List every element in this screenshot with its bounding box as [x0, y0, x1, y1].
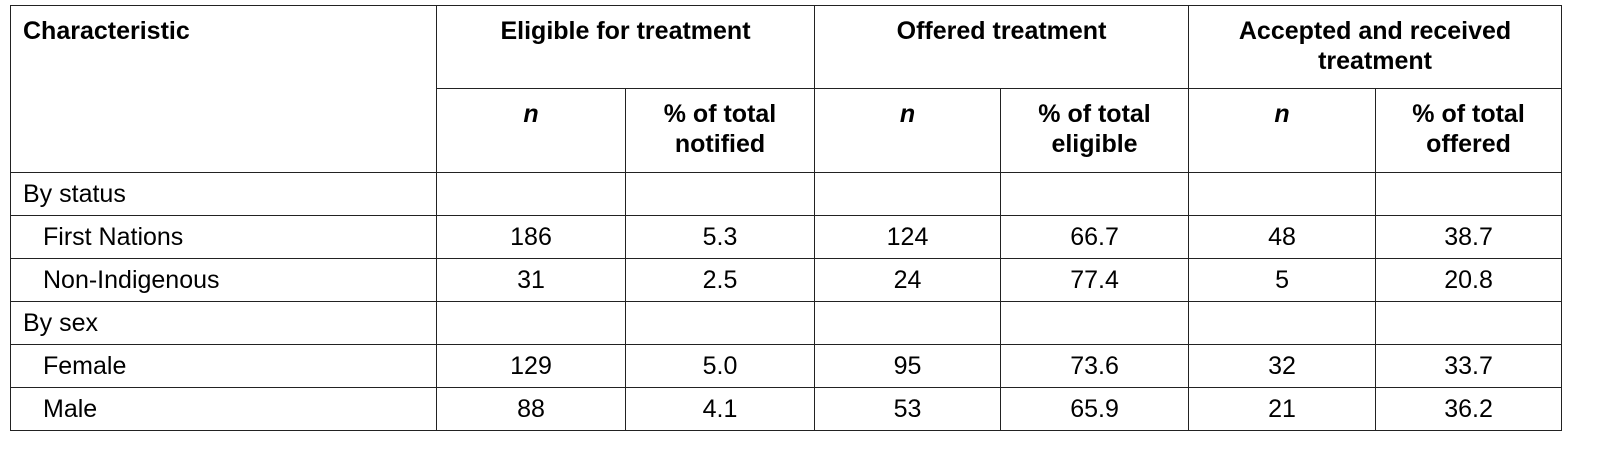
sub-header: n — [1188, 88, 1377, 173]
cell: 36.2 — [1375, 387, 1563, 431]
group-header: Eligible for treatment — [435, 5, 816, 89]
section-row: By sex — [10, 301, 1563, 345]
cell: 5.0 — [624, 344, 816, 388]
header-row: Characteristic Eligible for treatment Off… — [10, 5, 1563, 173]
cell: 129 — [436, 344, 626, 388]
section-row: By status — [10, 172, 1563, 216]
data-row: Female 129 5.0 95 73.6 32 33.7 — [10, 344, 1563, 388]
data-table: Characteristic Eligible for treatment Off… — [10, 5, 1563, 431]
cell: 21 — [1188, 387, 1377, 431]
row-label: Non-Indigenous — [10, 258, 437, 302]
cell: 77.4 — [1000, 258, 1190, 302]
cell: 5 — [1188, 258, 1377, 302]
header-row: n% of total notified n% of total eligible… — [11, 88, 1563, 173]
row-label: First Nations — [10, 215, 437, 259]
table-body: By status First Nations 186 5.3 124 66.7 48 38.… — [10, 172, 1563, 431]
cell: 32 — [1188, 344, 1377, 388]
cell: 65.9 — [1000, 387, 1190, 431]
header-cell: Characteristic — [10, 5, 437, 173]
cell: 95 — [814, 344, 1002, 388]
empty-cell — [1375, 172, 1563, 216]
cell: 24 — [814, 258, 1002, 302]
empty-cell — [1000, 301, 1190, 345]
row-label: Female — [10, 344, 437, 388]
empty-cell — [1188, 301, 1377, 345]
cell: 53 — [814, 387, 1002, 431]
data-row: First Nations 186 5.3 124 66.7 48 38.7 — [10, 215, 1563, 259]
cell: 48 — [1188, 215, 1377, 259]
empty-cell — [1188, 172, 1377, 216]
cell: 124 — [814, 215, 1002, 259]
cell: 5.3 — [624, 215, 816, 259]
section-label: By sex — [10, 301, 437, 345]
row-label: Male — [10, 387, 437, 431]
group-header: Accepted and received treatment — [1188, 5, 1563, 89]
sub-header: n — [814, 88, 1002, 173]
cell: 66.7 — [1000, 215, 1190, 259]
empty-cell — [624, 301, 816, 345]
cell: 88 — [436, 387, 626, 431]
empty-cell — [624, 172, 816, 216]
empty-cell — [436, 301, 626, 345]
cell: 31 — [436, 258, 626, 302]
cell: 4.1 — [624, 387, 816, 431]
empty-cell — [814, 172, 1002, 216]
sub-header: % of total notified — [624, 88, 816, 173]
cell: 186 — [436, 215, 626, 259]
empty-cell — [436, 172, 626, 216]
sub-header: % of total eligible — [1000, 88, 1190, 173]
section-label: By status — [10, 172, 437, 216]
empty-cell — [814, 301, 1002, 345]
group-header: Offered treatment — [814, 5, 1190, 89]
cell: 38.7 — [1375, 215, 1563, 259]
empty-cell — [1375, 301, 1563, 345]
data-row: Male 88 4.1 53 65.9 21 36.2 — [10, 387, 1563, 431]
empty-cell — [1000, 172, 1190, 216]
sub-header: n — [436, 88, 626, 173]
table-header: Characteristic Eligible for treatment Off… — [10, 5, 1563, 173]
cell: 2.5 — [624, 258, 816, 302]
cell: 33.7 — [1375, 344, 1563, 388]
cell: 20.8 — [1375, 258, 1563, 302]
sub-header: % of total offered — [1375, 88, 1563, 173]
cell: 73.6 — [1000, 344, 1190, 388]
data-row: Non-Indigenous 31 2.5 24 77.4 5 20.8 — [10, 258, 1563, 302]
